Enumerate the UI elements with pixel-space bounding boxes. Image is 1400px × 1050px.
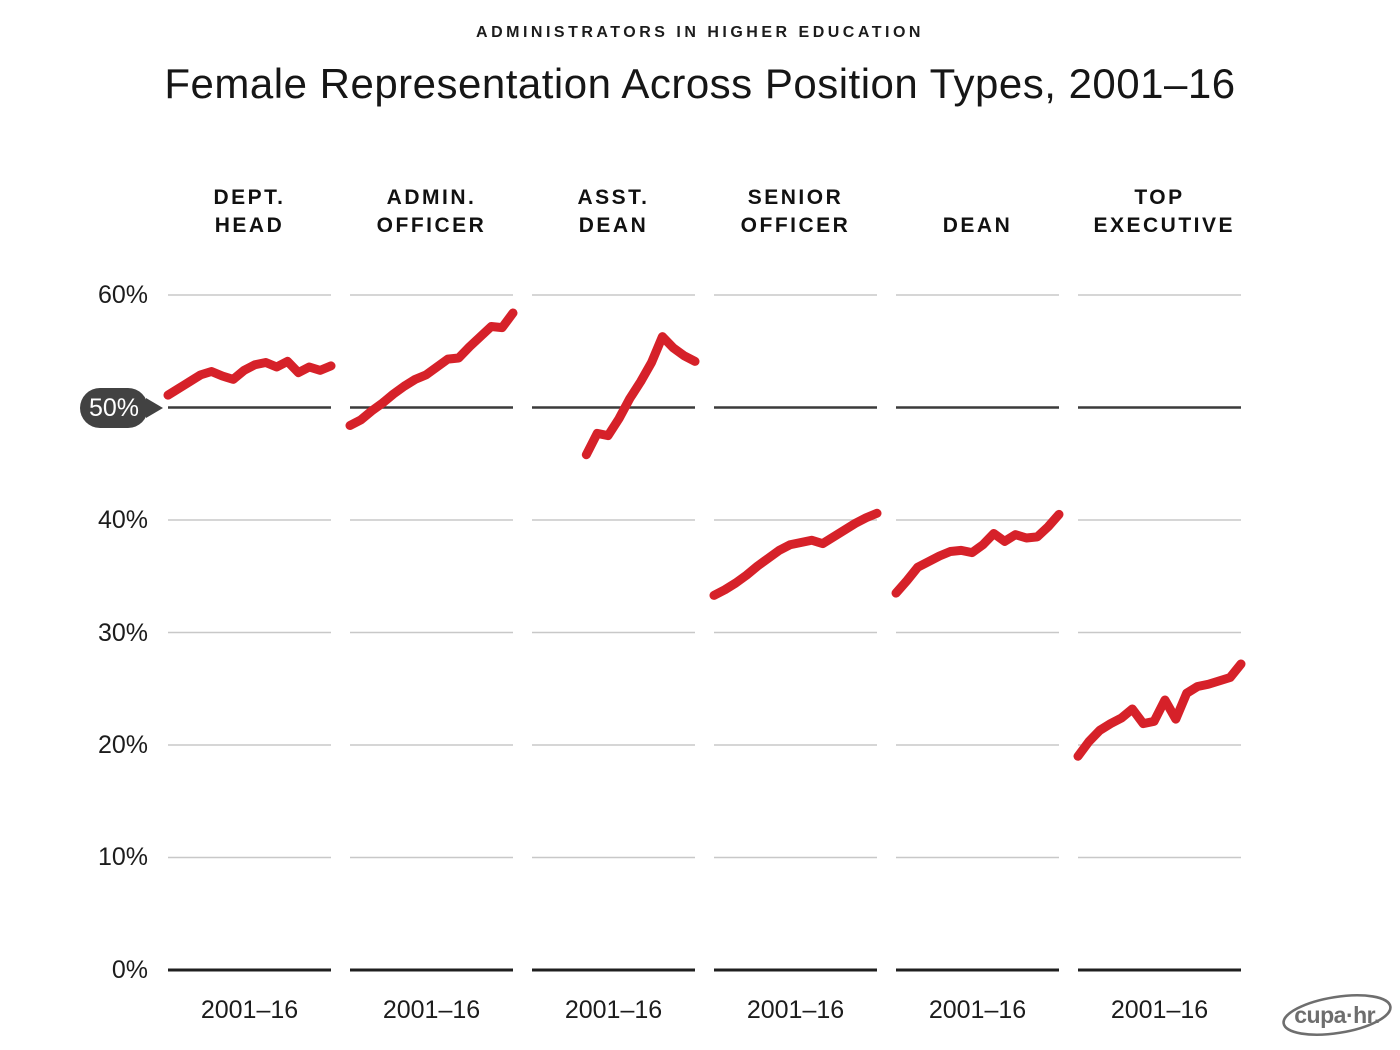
chart-kicker: ADMINISTRATORS IN HIGHER EDUCATION	[476, 24, 924, 41]
series-line-top-executive	[1073, 659, 1246, 761]
x-axis-label: 2001–16	[746, 996, 845, 1024]
cupa-hr-logo: cupa·hr.	[1282, 994, 1392, 1036]
x-axis-label: 2001–16	[564, 996, 663, 1024]
panel-header-dean: DEAN	[942, 214, 1013, 237]
x-axis-label: 2001–16	[382, 996, 481, 1024]
series-line-dean	[891, 509, 1064, 598]
y-axis-tick-40: 40%	[97, 506, 148, 534]
y-axis-tick-30: 30%	[97, 619, 148, 647]
series-line-senior-officer	[709, 508, 882, 600]
panel-header-top-executive: TOP EXECUTIVE	[1093, 186, 1236, 237]
y-axis-tick-0: 0%	[111, 956, 148, 984]
y-axis-tick-20: 20%	[97, 731, 148, 759]
chart-title: Female Representation Across Position Ty…	[164, 60, 1236, 107]
series-line-asst-dean	[581, 332, 700, 460]
logo-swoosh-icon	[1282, 994, 1392, 1036]
panel-header-admin-officer: ADMIN. OFFICER	[376, 186, 487, 237]
x-axis-label: 2001–16	[1110, 996, 1209, 1024]
y-axis-tick-60: 60%	[97, 281, 148, 309]
logo-text: cupa·hr.	[1294, 1002, 1379, 1028]
panel-header-senior-officer: SENIOR OFFICER	[740, 186, 851, 237]
y-axis-highlight-badge-50: 50%	[80, 388, 163, 428]
series-line-dept-head	[163, 356, 336, 400]
series-line-admin-officer	[345, 308, 518, 430]
x-axis-label: 2001–16	[928, 996, 1027, 1024]
x-axis-label: 2001–16	[200, 996, 299, 1024]
panel-header-asst-dean: ASST. DEAN	[577, 186, 650, 237]
y-axis-tick-10: 10%	[97, 843, 148, 871]
panel-header-dept-head: DEPT. HEAD	[213, 186, 286, 237]
